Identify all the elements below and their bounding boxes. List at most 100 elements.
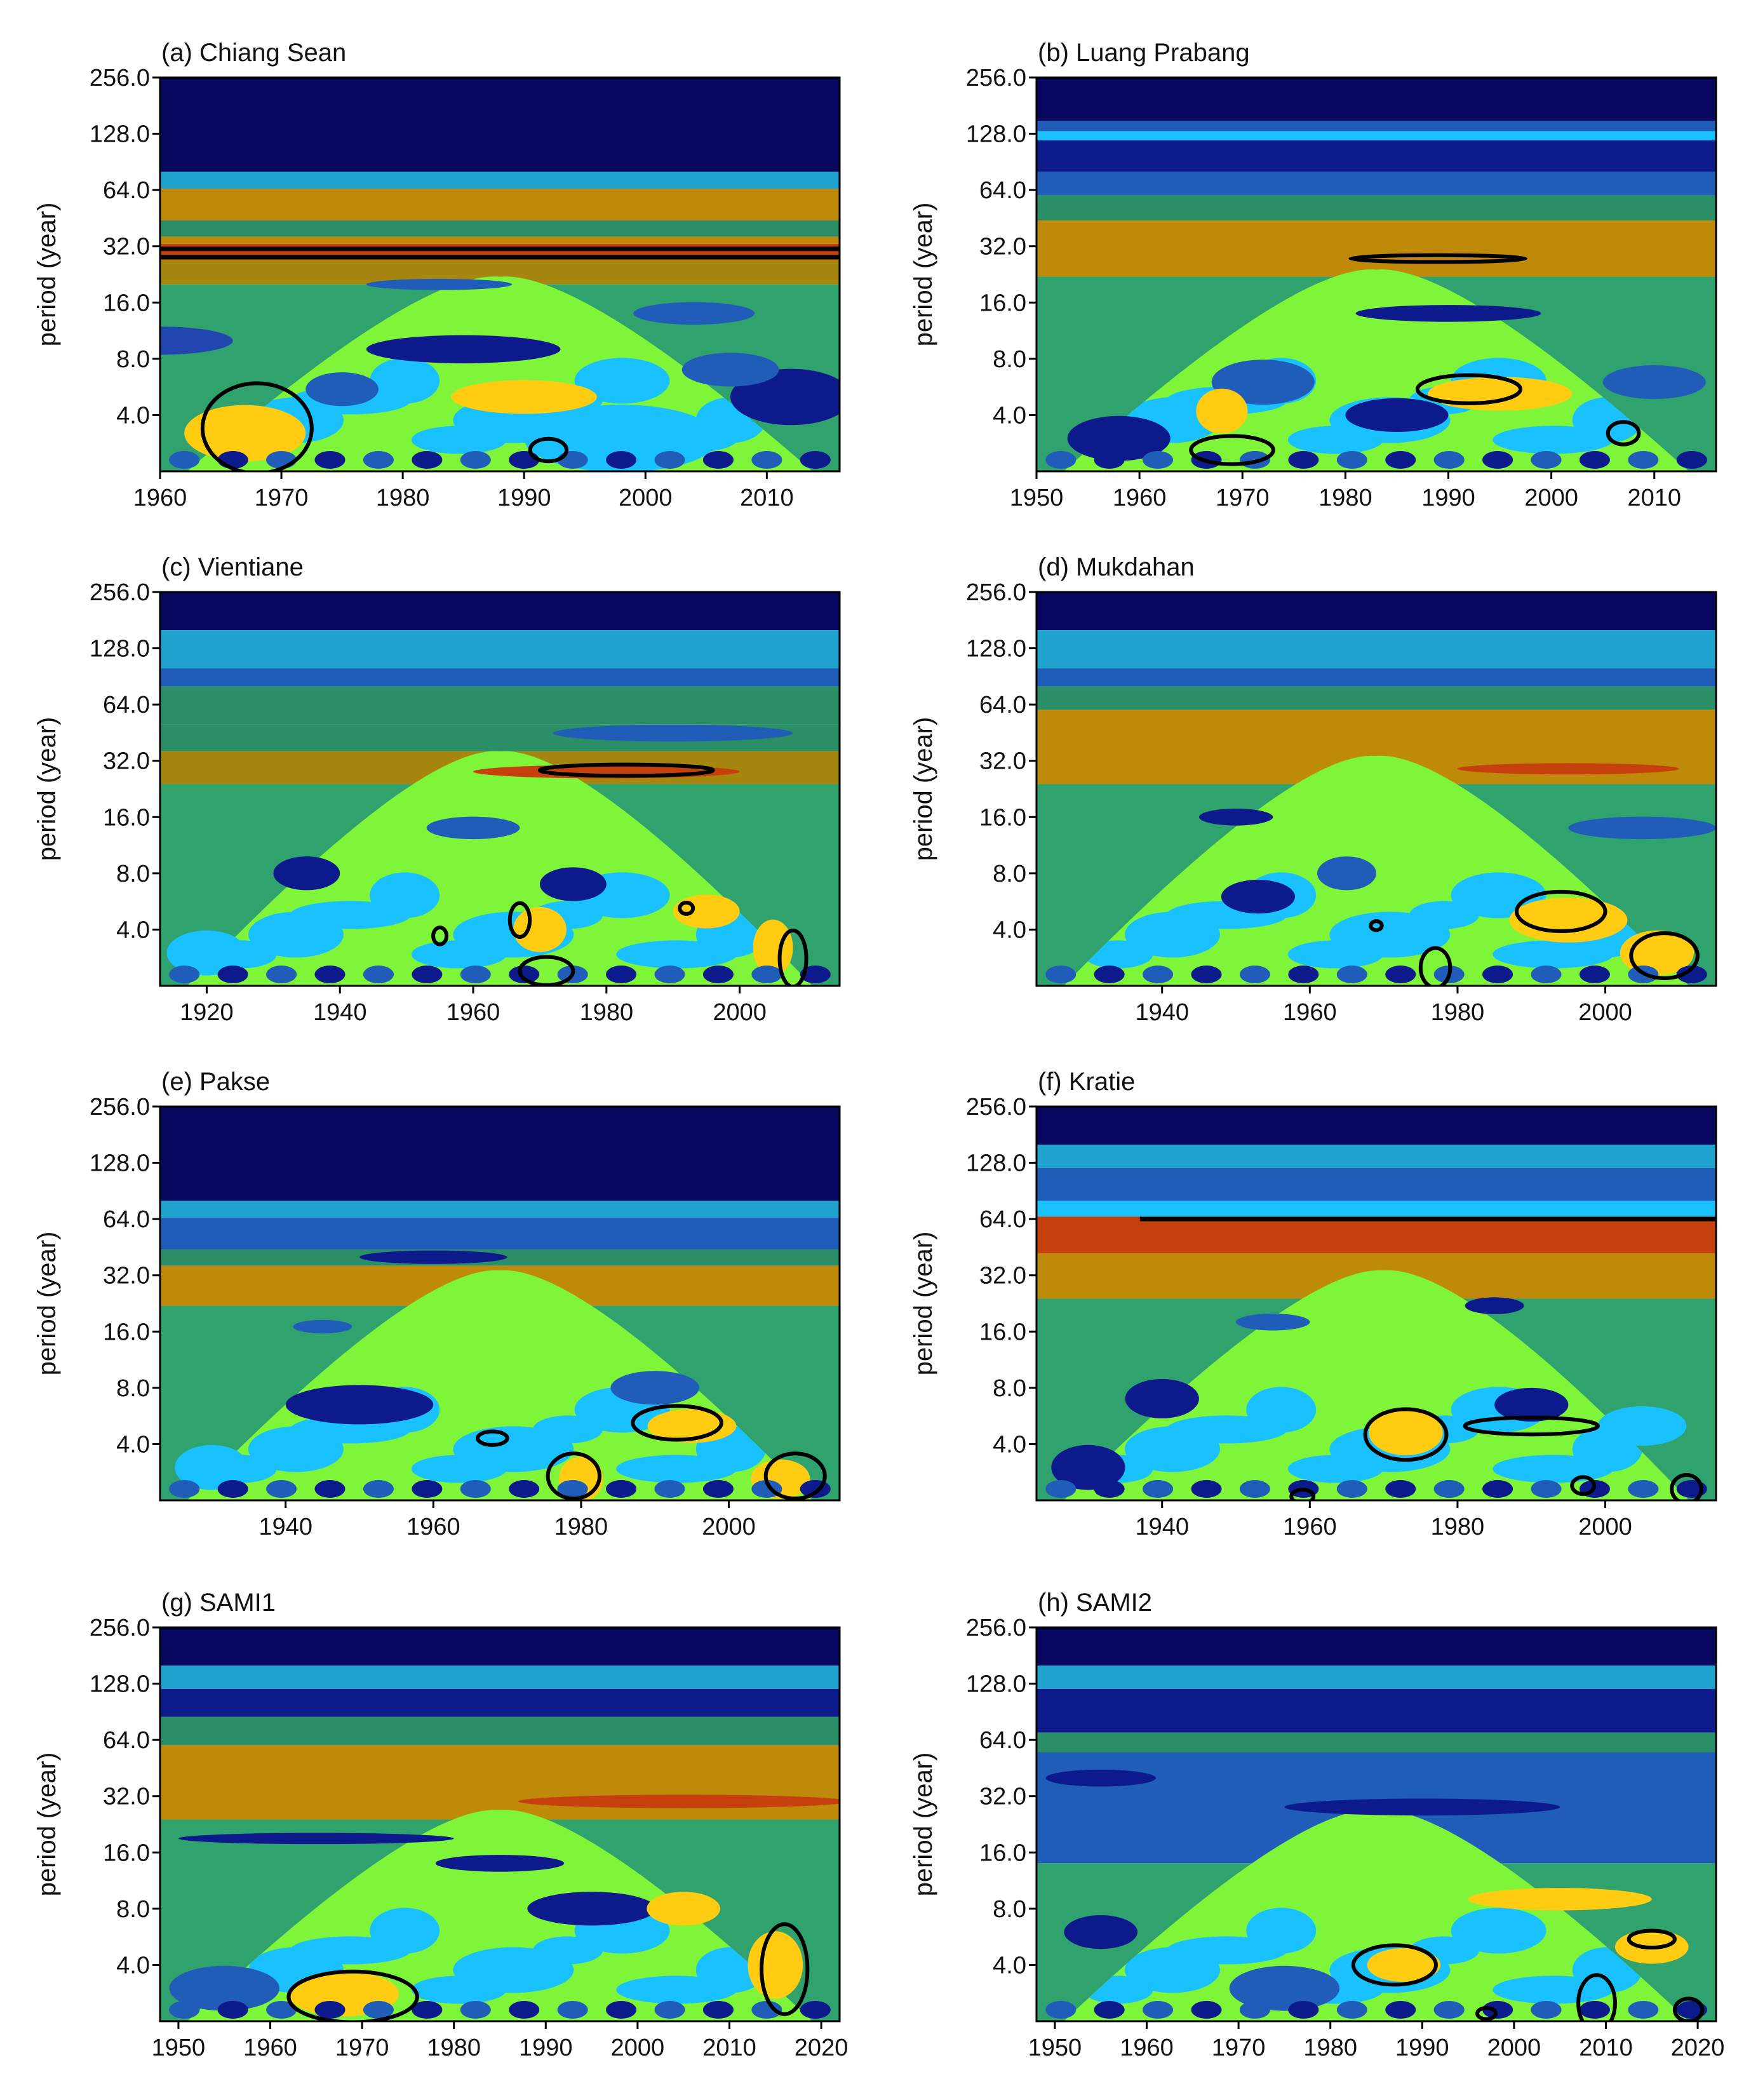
power-patch xyxy=(1246,1908,1317,1954)
power-field xyxy=(160,1627,840,2021)
power-speckle xyxy=(217,451,248,469)
y-axis-label: period (year) xyxy=(909,1753,937,1897)
power-blob xyxy=(1457,763,1679,775)
y-tick-label: 128.0 xyxy=(90,1150,150,1177)
x-tick-label: 2000 xyxy=(1578,1514,1632,1540)
power-speckle xyxy=(1628,1480,1659,1498)
power-speckle xyxy=(509,1480,540,1498)
x-tick-label: 1950 xyxy=(1010,485,1064,511)
power-blob xyxy=(1597,1406,1687,1446)
power-speckle xyxy=(1336,1480,1367,1498)
significance-contour xyxy=(286,1969,419,2021)
power-band xyxy=(1037,1216,1716,1253)
power-blob xyxy=(681,353,779,387)
significance-contour xyxy=(476,1429,509,1447)
y-axis-label: period (year) xyxy=(33,717,61,861)
significance-contour xyxy=(763,1451,827,1500)
power-field xyxy=(160,592,840,986)
power-patch xyxy=(370,1908,440,1954)
plot-frame xyxy=(1035,1105,1717,1502)
panel-title: (f) Kratie xyxy=(1038,1068,1135,1096)
significance-contour xyxy=(1289,1488,1316,1500)
y-tick-label: 4.0 xyxy=(993,917,1026,943)
power-band xyxy=(1037,1627,1716,1666)
power-band xyxy=(1037,1168,1716,1201)
x-tick-label: 1980 xyxy=(376,485,430,511)
power-blob xyxy=(753,919,793,976)
power-patch xyxy=(1451,1908,1546,1954)
power-speckle xyxy=(509,966,540,983)
power-speckle xyxy=(606,1480,637,1498)
y-tick-label: 32.0 xyxy=(979,234,1026,260)
power-speckle xyxy=(1045,1480,1077,1498)
power-speckle xyxy=(1433,451,1465,469)
power-speckle xyxy=(1191,1480,1222,1498)
x-tick-label: 1970 xyxy=(255,485,309,511)
power-blob xyxy=(1465,1297,1524,1314)
x-tick-label: 1980 xyxy=(1318,485,1372,511)
power-field xyxy=(160,77,840,471)
x-tick-label: 1970 xyxy=(1212,2035,1266,2061)
panel-e: 256.0 128.0 64.0 32.0 16.0 8.0 4.0 1940 1960 1980… xyxy=(33,1068,841,1540)
power-speckle xyxy=(1482,2001,1513,2019)
significance-contour xyxy=(1369,919,1384,932)
power-speckle xyxy=(314,2001,346,2019)
power-speckle xyxy=(751,2001,782,2019)
power-speckle xyxy=(1385,451,1416,469)
power-speckle xyxy=(751,451,782,469)
power-speckle xyxy=(1385,2001,1416,2019)
y-tick-label: 16.0 xyxy=(979,1319,1026,1345)
power-speckle xyxy=(1579,451,1610,469)
power-blob xyxy=(366,335,561,363)
power-blob xyxy=(1221,880,1296,914)
y-tick-label: 4.0 xyxy=(116,1431,150,1458)
power-blob xyxy=(305,372,379,407)
power-blob xyxy=(1602,365,1706,400)
x-tick-label: 1960 xyxy=(406,1514,460,1540)
power-speckle xyxy=(1191,2001,1222,2019)
x-tick-label: 1960 xyxy=(446,999,500,1026)
power-speckle xyxy=(1676,451,1707,469)
significance-contour xyxy=(1570,1475,1597,1496)
power-blob xyxy=(285,1385,434,1425)
power-speckle xyxy=(1336,2001,1367,2019)
y-tick-label: 32.0 xyxy=(103,1784,150,1810)
y-tick-label: 256.0 xyxy=(90,1615,150,1641)
power-speckle xyxy=(217,966,248,983)
x-tick-label: 1980 xyxy=(554,1514,608,1540)
power-blob xyxy=(1428,377,1573,411)
y-tick-label: 8.0 xyxy=(116,1896,150,1923)
power-band xyxy=(160,1688,840,1717)
x-tick-label: 1960 xyxy=(243,2035,297,2061)
x-tick-label: 1950 xyxy=(1028,2035,1082,2061)
panel-g: 256.0 128.0 64.0 32.0 16.0 8.0 4.0 1950 1960 1970… xyxy=(33,1589,848,2061)
power-field xyxy=(1037,1627,1716,2021)
significance-contour xyxy=(631,1404,723,1442)
power-speckle xyxy=(363,966,394,983)
power-speckle xyxy=(1045,966,1077,983)
significance-contour xyxy=(1189,434,1275,466)
power-speckle xyxy=(363,1480,394,1498)
y-tick-label: 4.0 xyxy=(116,917,150,943)
power-speckle xyxy=(1045,2001,1077,2019)
plot-frame xyxy=(159,1105,841,1502)
power-speckle xyxy=(1482,966,1513,983)
x-tick-label: 1980 xyxy=(1431,1514,1485,1540)
power-speckle xyxy=(1045,451,1077,469)
power-band xyxy=(1037,140,1716,172)
y-tick-label: 4.0 xyxy=(993,402,1026,429)
x-tick-label: 2010 xyxy=(702,2035,756,2061)
power-band xyxy=(1037,220,1716,277)
y-tick-label: 64.0 xyxy=(103,177,150,204)
power-speckle xyxy=(1094,2001,1125,2019)
power-speckle xyxy=(654,966,685,983)
x-tick-label: 1920 xyxy=(180,999,234,1026)
significance-contour xyxy=(1418,946,1452,986)
y-tick-label: 8.0 xyxy=(116,861,150,887)
y-axis-label: period (year) xyxy=(33,203,61,347)
power-speckle xyxy=(1531,966,1562,983)
power-field xyxy=(1037,77,1716,471)
power-blob xyxy=(1568,816,1716,840)
power-blob xyxy=(160,326,233,355)
